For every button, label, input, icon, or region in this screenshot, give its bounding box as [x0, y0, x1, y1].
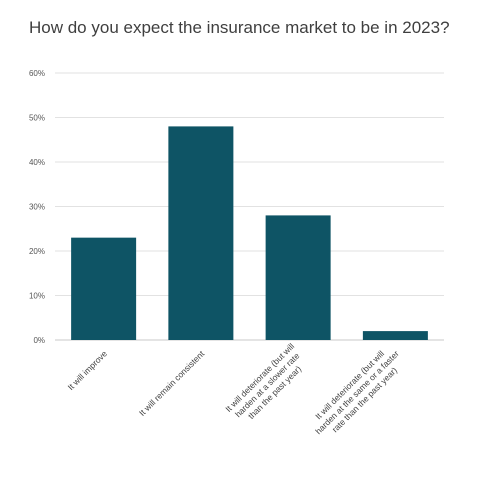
x-tick-label: It will improve	[66, 348, 110, 392]
chart-title: How do you expect the insurance market t…	[29, 18, 450, 37]
y-tick-label: 50%	[29, 114, 45, 123]
y-tick-label: 20%	[29, 247, 45, 256]
bar	[71, 237, 137, 340]
y-axis-ticks: 0% 10% 20% 30% 40% 50% 60%	[29, 69, 45, 345]
bar	[168, 126, 234, 341]
y-tick-label: 30%	[29, 203, 45, 212]
y-tick-label: 40%	[29, 158, 45, 167]
x-tick-label-line: harden at a slower rate	[233, 350, 302, 419]
y-tick-label: 60%	[29, 69, 45, 78]
bars	[71, 126, 428, 341]
x-axis-labels: It will improve It will remain consistent…	[66, 341, 401, 436]
x-tick-label: It will remain consistent	[137, 348, 207, 418]
y-tick-label: 0%	[33, 336, 45, 345]
x-tick-label-line: It will remain consistent	[137, 348, 207, 418]
x-tick-label-line: harden at the same or a faster	[313, 348, 401, 436]
y-tick-label: 10%	[29, 292, 45, 301]
bar	[265, 215, 331, 340]
x-tick-label-line: It will improve	[66, 348, 110, 392]
bar	[362, 331, 428, 340]
